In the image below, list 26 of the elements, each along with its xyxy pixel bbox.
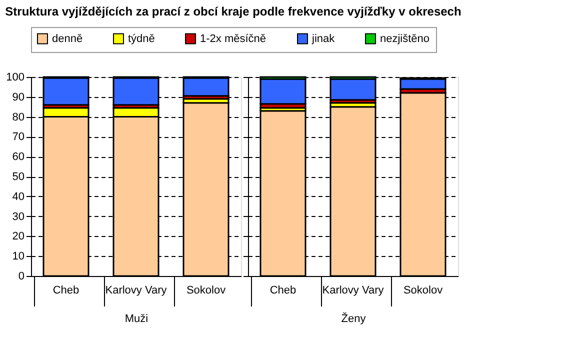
y-tick-label: 50	[12, 171, 24, 183]
x-axis-title: Ženy	[341, 312, 366, 325]
y-tick-label: 80	[12, 111, 24, 124]
y-tick-label: 60	[12, 151, 24, 164]
bar	[182, 77, 230, 97]
y-tick-label: 40	[12, 190, 24, 203]
legend-label: jinak	[311, 32, 336, 45]
chart-title: Struktura vyjíždějících za prací z obcí kraje podle frekvence vyjížďky v okresech	[5, 4, 462, 18]
x-tick-label: Karlovy Vary	[105, 284, 168, 296]
legend-label: nezjištěno	[380, 32, 430, 45]
legend-label: denně	[52, 32, 83, 45]
x-tick-label: Cheb	[52, 284, 80, 296]
legend-label: týdně	[128, 32, 155, 45]
y-tick-label: 100	[6, 72, 24, 84]
y-tick-label: 90	[12, 91, 24, 104]
y-tick-label: 30	[12, 210, 24, 223]
x-axis-title: Muži	[124, 313, 148, 325]
x-tick-label: Sokolov	[186, 284, 226, 296]
x-tick-label: Cheb	[270, 284, 296, 296]
y-tick-label: 20	[12, 230, 24, 243]
x-tick-label: Karlovy Vary	[322, 284, 384, 296]
y-tick-label: 0	[18, 270, 24, 282]
y-tick-label: 10	[12, 250, 24, 263]
x-tick-label: Sokolov	[403, 284, 444, 296]
legend-label: 1-2x měsíčně	[200, 32, 266, 45]
y-tick-label: 70	[12, 131, 24, 144]
